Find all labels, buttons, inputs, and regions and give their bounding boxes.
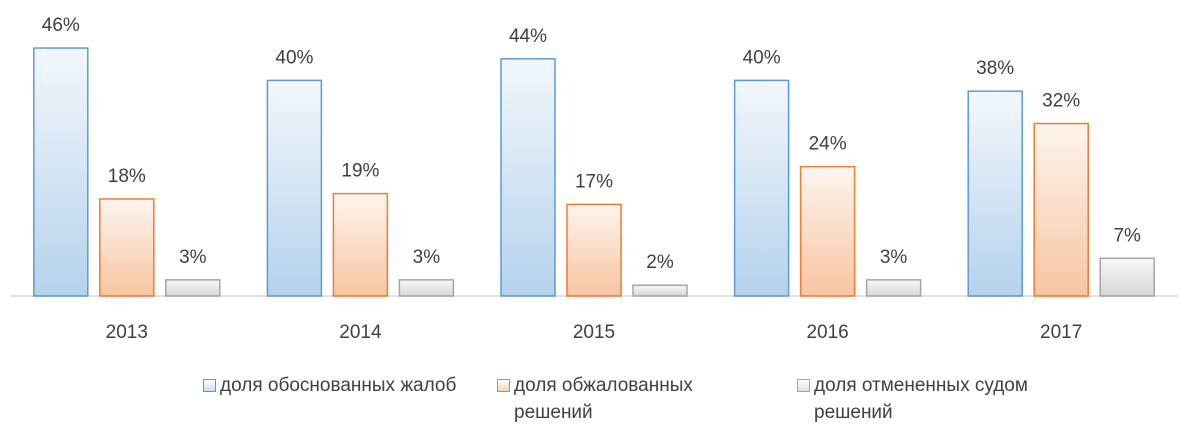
bar [99,198,155,297]
data-label: 40% [743,47,781,68]
data-label: 46% [42,15,80,36]
data-label: 18% [108,166,146,187]
data-label: 38% [976,58,1014,79]
legend-swatch [797,379,810,392]
bar [1033,122,1089,297]
bar [332,192,389,297]
legend-item: доля отмененных судом решений [797,372,1054,426]
legend-swatch [203,379,216,392]
data-label: 2% [646,252,674,273]
legend-item: доля обоснованных жалоб [203,372,460,399]
data-label: 3% [413,247,441,268]
data-label: 32% [1042,91,1080,112]
data-label: 7% [1113,225,1141,246]
data-label: 17% [575,171,613,192]
bar [33,47,89,297]
legend-label: доля обжалованных решений [514,375,693,423]
bar [500,58,556,297]
bar [1099,257,1155,297]
data-label: 44% [509,26,547,47]
bar [799,165,856,297]
chart: 2013 46% 18% 3% 2014 40% 19% 3% 2015 44% 17% 2% 2016… [10,15,1178,343]
legend-label: доля отмененных судом решений [814,375,1028,423]
bar [967,90,1023,297]
bar [865,279,922,297]
bar [266,79,323,297]
x-tick-label: 2013 [106,322,148,343]
legend-label: доля обоснованных жалоб [220,375,457,396]
bar [398,279,455,297]
bar [566,203,622,297]
bar [165,279,221,297]
data-label: 19% [341,161,379,182]
bar [733,79,790,297]
data-label: 3% [880,247,908,268]
x-tick-label: 2016 [806,322,848,343]
x-tick-label: 2014 [339,322,382,343]
x-tick-label: 2017 [1040,322,1082,343]
legend-item: доля обжалованных решений [497,372,754,426]
data-label: 3% [179,247,207,268]
data-label: 24% [809,134,847,155]
legend-swatch [497,379,510,392]
x-tick-label: 2015 [573,322,615,343]
data-label: 40% [275,47,313,68]
bar [632,284,688,297]
